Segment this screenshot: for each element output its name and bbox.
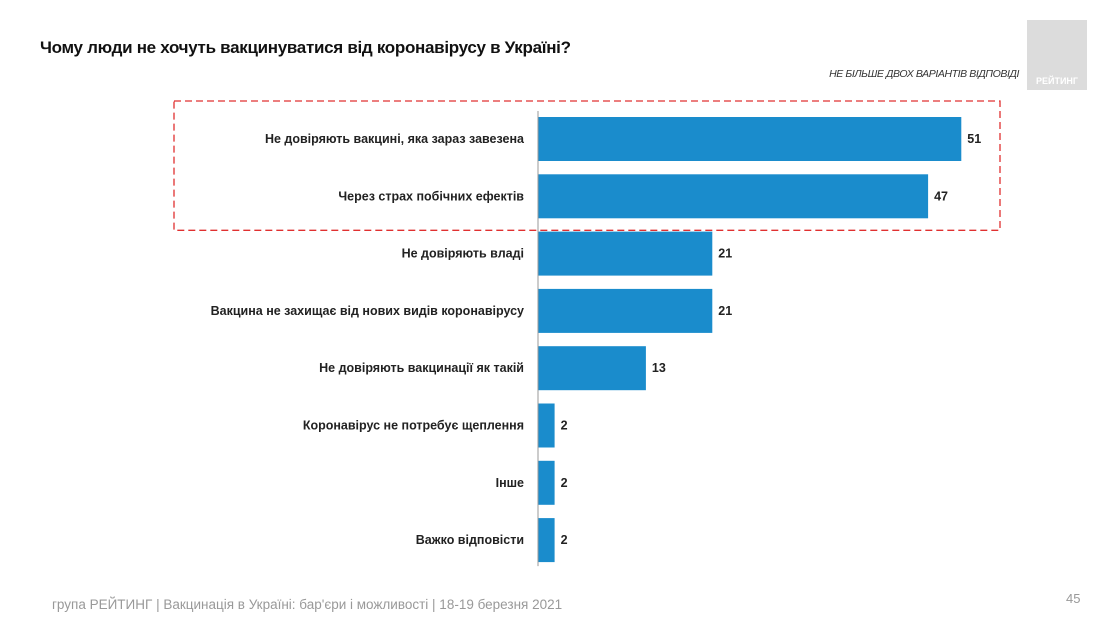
value-label: 21 xyxy=(718,247,732,261)
chart-note: НЕ БІЛЬШЕ ДВОХ ВАРІАНТІВ ВІДПОВІДІ xyxy=(829,68,1019,80)
category-label: Інше xyxy=(496,476,524,490)
bar xyxy=(538,403,555,448)
bar xyxy=(538,518,555,563)
value-label: 51 xyxy=(967,132,981,146)
chart-title: Чому люди не хочуть вакцинуватися від ко… xyxy=(40,38,571,57)
bar xyxy=(538,231,713,276)
category-label: Не довіряють вакцині, яка зараз завезена xyxy=(265,132,525,146)
logo: РЕЙТИНГ xyxy=(1027,20,1087,90)
bar xyxy=(538,117,962,161)
bar xyxy=(538,174,929,219)
category-label: Важко відповісти xyxy=(416,533,524,547)
page-number: 45 xyxy=(1066,591,1081,606)
value-label: 2 xyxy=(561,533,568,547)
highlight-box xyxy=(173,100,1001,231)
category-label: Вакцина не захищає від нових видів корон… xyxy=(211,304,524,318)
category-label: Коронавірус не потребує щеплення xyxy=(303,419,524,433)
category-label: Не довіряють владі xyxy=(402,247,524,261)
bar xyxy=(538,346,646,391)
category-label: Не довіряють вакцинації як такій xyxy=(319,361,524,375)
value-label: 2 xyxy=(561,476,568,490)
value-label: 2 xyxy=(561,419,568,433)
category-label: Через страх побічних ефектів xyxy=(338,189,524,203)
value-label: 21 xyxy=(718,304,732,318)
bar xyxy=(538,460,555,505)
value-label: 13 xyxy=(652,361,666,375)
bar xyxy=(538,288,713,333)
value-label: 47 xyxy=(934,189,948,203)
footer-text: група РЕЙТИНГ | Вакцинація в Україні: ба… xyxy=(52,597,563,612)
